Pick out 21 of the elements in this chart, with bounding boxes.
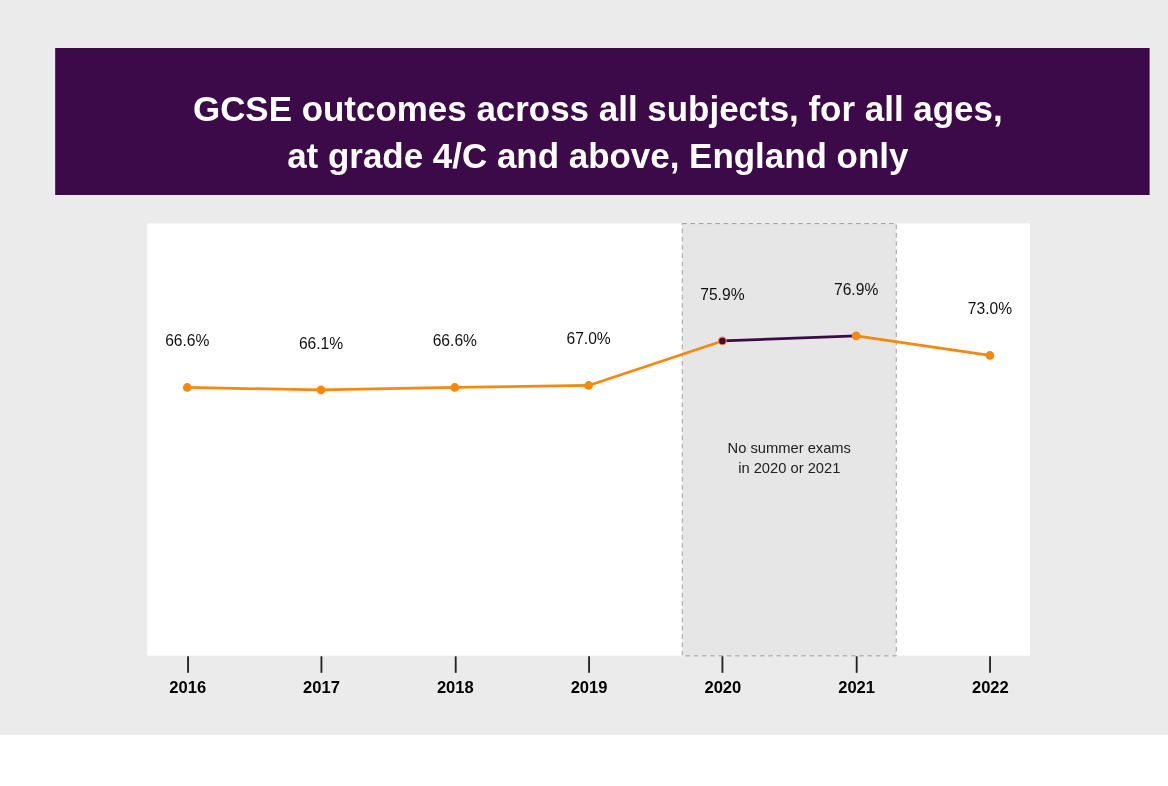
x-tick-label: 2016 [169, 678, 207, 698]
data-label: 73.0% [967, 300, 1013, 318]
x-tick-label: 2018 [436, 678, 474, 698]
point [985, 351, 995, 360]
data-label: 66.6% [432, 332, 478, 350]
data-label: 67.0% [566, 330, 611, 348]
x-tick-label: 2020 [704, 678, 742, 698]
chart-title: GCSE outcomes across all subjects, for all ages, at grade 4/C and above, England only [192, 88, 1003, 176]
x-tick-label: 2019 [570, 678, 608, 698]
x-tick-label: 2017 [303, 678, 340, 698]
point [450, 383, 460, 392]
data-label: 75.9% [700, 285, 745, 303]
point [182, 383, 192, 392]
x-tick-label: 2022 [971, 678, 1009, 698]
data-label: 76.9% [833, 280, 879, 298]
data-label: 66.1% [298, 334, 344, 352]
band-label: No summer exams in 2020 or 2021 [727, 439, 851, 477]
x-tick-label: 2021 [838, 678, 876, 698]
data-label: 66.6% [165, 332, 210, 350]
point [584, 381, 593, 390]
point [316, 385, 326, 395]
